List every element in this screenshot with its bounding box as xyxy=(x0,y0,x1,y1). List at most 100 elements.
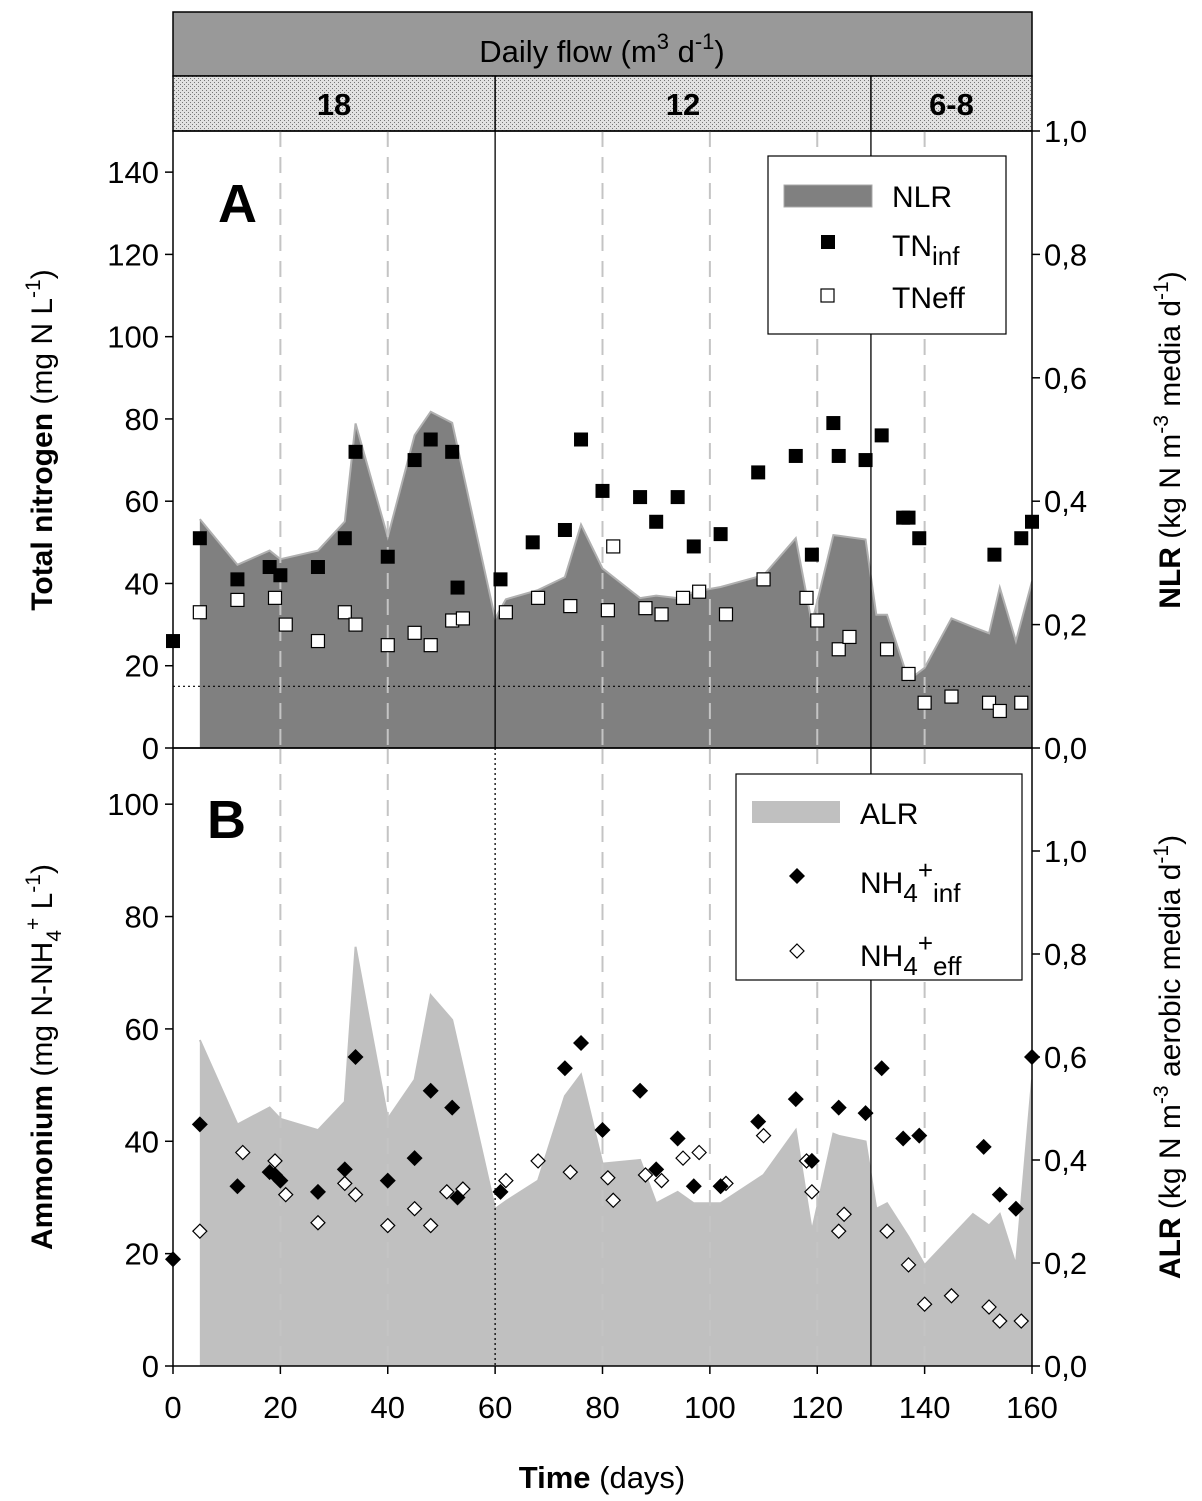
nh4-inf-point xyxy=(911,1127,928,1144)
tn-inf-point xyxy=(901,510,916,525)
tn-eff-point xyxy=(310,633,326,649)
nh4-eff-point xyxy=(900,1257,917,1273)
nh4-eff-point xyxy=(755,1127,772,1144)
panel-b: B 0 20 40 60 80 100 0,0 0,2 0,4 0,6 0,8 1,0 Ammoniu… xyxy=(22,747,1187,1384)
left-tick-label: 100 xyxy=(107,320,159,355)
tn-eff-point xyxy=(606,539,621,554)
x-tick-label: 120 xyxy=(791,1390,843,1425)
nh4-inf-point xyxy=(594,1122,611,1139)
nh4-inf-point xyxy=(444,1099,461,1116)
tn-eff-point xyxy=(756,572,771,587)
tn-inf-point xyxy=(192,531,207,546)
tn-eff-point xyxy=(842,629,857,645)
nh4-inf-point xyxy=(975,1138,992,1155)
tn-eff-point xyxy=(901,666,916,682)
panel-a-label: A xyxy=(218,174,257,234)
right-tick-label: 1,0 xyxy=(1044,114,1087,149)
panel-a-right-ylabel: NLR (kg N m-3 media d-1) xyxy=(1150,271,1187,608)
panel-a: A 0 20 40 60 80 100 120 140 0,0 0,2 0,4 0,6 0,8 1,0 T… xyxy=(22,114,1187,766)
nh4-eff-point xyxy=(675,1150,691,1166)
nh4-inf-point xyxy=(336,1161,353,1178)
left-tick-label: 60 xyxy=(125,484,159,519)
left-tick-label: 120 xyxy=(107,237,159,272)
nh4-eff-point xyxy=(438,1183,455,1200)
tn-inf-point xyxy=(987,547,1002,562)
flow-header-title: Daily flow (m3 d-1) xyxy=(479,29,724,69)
nh4-eff-point xyxy=(1013,1313,1030,1329)
legend-alr-swatch xyxy=(752,801,840,823)
tn-eff-point xyxy=(423,638,438,653)
tn-inf-point xyxy=(831,448,846,463)
nh4-eff-point xyxy=(943,1287,960,1304)
tn-eff-point xyxy=(530,590,546,605)
tn-inf-point xyxy=(912,531,927,546)
nh4-inf-point xyxy=(191,1116,208,1133)
tn-inf-point xyxy=(686,539,701,554)
tn-eff-point xyxy=(692,584,707,599)
panel-a-points xyxy=(166,416,1039,719)
right-tick-label: 0,6 xyxy=(1044,1040,1087,1075)
tn-inf-point xyxy=(751,465,766,480)
panel-b-points xyxy=(165,1034,1040,1329)
left-tick-label: 20 xyxy=(125,1237,159,1272)
flow-period-label: 6-8 xyxy=(929,87,974,122)
left-tick-label: 80 xyxy=(125,900,159,935)
nh4-inf-point xyxy=(803,1152,820,1169)
nh4-inf-point xyxy=(406,1150,423,1167)
tn-eff-point xyxy=(278,617,293,632)
legend-tneff-marker xyxy=(820,288,835,303)
right-tick-label: 0,4 xyxy=(1044,484,1087,519)
legend-tninf-marker xyxy=(821,235,835,249)
tn-eff-point xyxy=(380,638,395,653)
nh4-inf-point xyxy=(422,1082,439,1099)
nh4-inf-point xyxy=(685,1178,702,1195)
panel-a-axes: 0 20 40 60 80 100 120 140 0,0 0,2 0,4 0,6 0,8 1,0 xyxy=(107,114,1087,766)
tn-eff-point xyxy=(455,611,471,626)
nh4-eff-point xyxy=(691,1144,707,1161)
left-tick-label: 100 xyxy=(107,787,159,822)
nh4-inf-point xyxy=(492,1183,509,1200)
right-tick-label: 0,2 xyxy=(1044,1246,1087,1281)
tn-eff-point xyxy=(831,642,846,657)
nh4-eff-point xyxy=(234,1144,251,1161)
nh4-eff-point xyxy=(879,1223,895,1240)
nh4-inf-point xyxy=(787,1091,804,1108)
tn-inf-point xyxy=(380,549,395,564)
nh4-eff-point xyxy=(600,1169,616,1186)
panel-b-left-ylabel: Ammonium (mg N-NH4+ L-1) xyxy=(22,864,66,1250)
nh4-eff-point xyxy=(562,1164,579,1181)
nh4-eff-point xyxy=(804,1183,820,1200)
x-tick-label: 20 xyxy=(263,1390,297,1425)
tn-inf-point xyxy=(525,535,540,550)
area-series-edge xyxy=(198,946,1032,1267)
nh4-inf-point xyxy=(750,1113,767,1130)
x-axis-title: Time (days) xyxy=(519,1460,686,1495)
x-tick-label: 100 xyxy=(684,1390,736,1425)
nh4-eff-point xyxy=(498,1172,514,1189)
right-tick-label: 1,0 xyxy=(1044,834,1087,869)
tn-eff-point xyxy=(267,590,283,605)
tn-inf-point xyxy=(649,514,664,529)
tn-inf-point xyxy=(423,432,438,447)
right-tick-label: 0,8 xyxy=(1044,237,1087,272)
panel-b-legend: ALR NH4+inf NH4+eff xyxy=(735,773,1023,981)
tn-inf-point xyxy=(670,490,685,505)
nh4-eff-point xyxy=(605,1192,622,1209)
left-tick-label: 20 xyxy=(125,649,159,684)
legend-tneff-label: TNeff xyxy=(892,282,965,315)
nh4-eff-point xyxy=(916,1296,933,1313)
alr-area-layer xyxy=(198,946,1032,1366)
tn-inf-point xyxy=(337,531,352,546)
nh4-inf-point xyxy=(857,1105,874,1122)
tn-inf-point xyxy=(273,568,288,583)
flow-period-label: 12 xyxy=(666,87,700,122)
tn-eff-point xyxy=(230,592,245,608)
x-tick-label: 60 xyxy=(478,1390,512,1425)
nh4-eff-point xyxy=(981,1299,997,1315)
left-tick-label: 80 xyxy=(125,402,159,437)
tn-inf-point xyxy=(826,416,841,431)
nh4-inf-point xyxy=(830,1099,847,1116)
tn-inf-point xyxy=(407,453,422,468)
tn-inf-point xyxy=(858,453,873,468)
